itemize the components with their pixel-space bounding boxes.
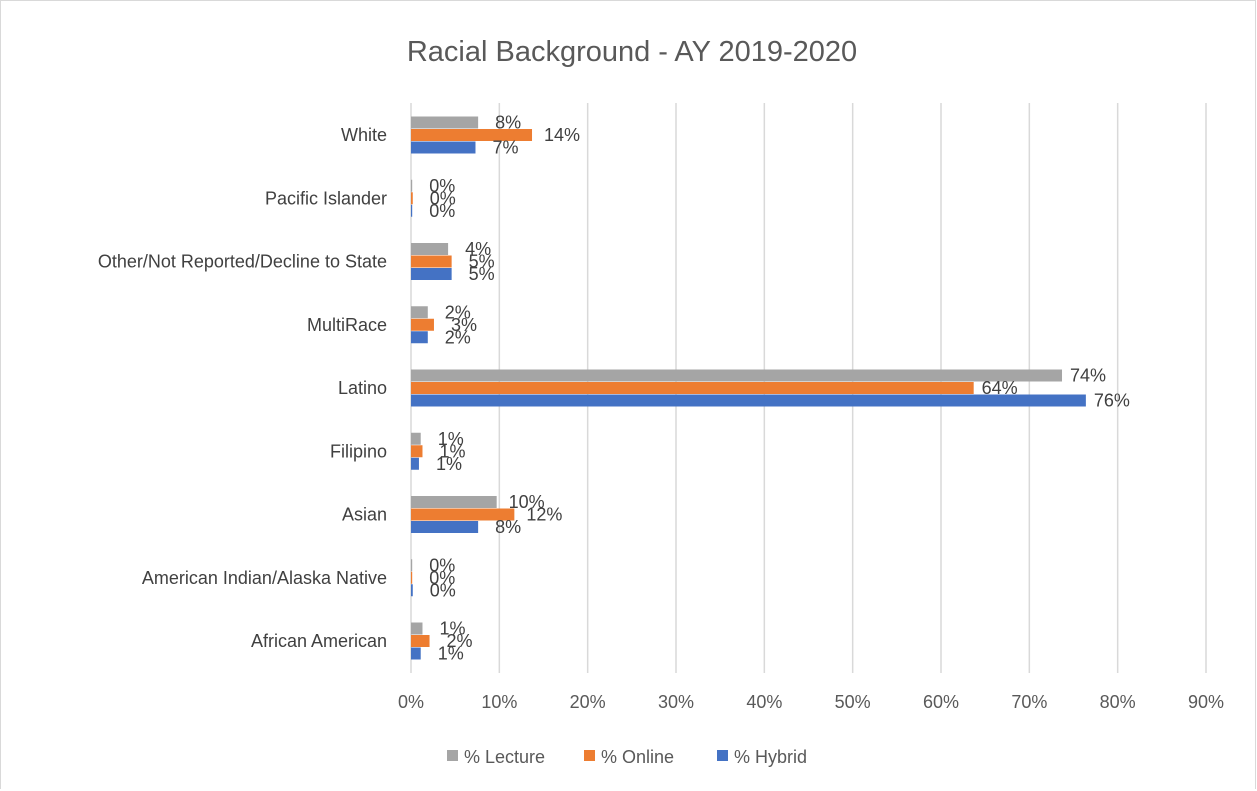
data-label-lecture-other-not-reported-decline-to-state: 4% [465, 239, 491, 259]
x-tick-label-20: 20% [570, 692, 606, 712]
data-label-lecture-filipino: 1% [438, 429, 464, 449]
bar-online-filipino [411, 445, 423, 458]
data-label-online-african-american: 2% [447, 631, 473, 651]
data-label-lecture-african-american: 1% [439, 619, 465, 639]
bar-lecture-multirace [411, 306, 428, 319]
data-label-hybrid-american-indian-alaska-native: 0% [430, 580, 456, 600]
bar-online-asian [411, 508, 515, 521]
data-label-lecture-latino: 74% [1070, 366, 1106, 386]
legend: % Lecture % Online % Hybrid [447, 747, 807, 767]
bar-hybrid-american-indian-alaska-native [411, 584, 413, 597]
chart-title: Racial Background - AY 2019-2020 [407, 36, 857, 68]
bar-online-white [411, 129, 533, 141]
x-tick-label-40: 40% [746, 692, 782, 712]
bar-hybrid-white [411, 141, 476, 154]
data-label-hybrid-other-not-reported-decline-to-state: 5% [469, 264, 495, 284]
data-label-lecture-multirace: 2% [445, 302, 471, 322]
bar-lecture-other-not-reported-decline-to-state [411, 243, 449, 255]
legend-label-hybrid: % Hybrid [734, 747, 807, 767]
category-label-filipino: Filipino [330, 441, 387, 461]
legend-label-online: % Online [601, 747, 674, 767]
bar-lecture-filipino [411, 432, 421, 445]
data-label-lecture-white: 8% [495, 113, 521, 133]
data-label-online-pacific-islander: 0% [430, 188, 456, 208]
x-tick-label-70: 70% [1011, 692, 1047, 712]
category-label-pacific-islander: Pacific Islander [265, 188, 387, 208]
bars [411, 116, 1086, 660]
x-axis-ticks: 0% 10% 20% 30% 40% 50% 60% 70% 80% 90% [398, 692, 1224, 712]
bar-lecture-african-american [411, 622, 423, 635]
category-label-american-indian-alaska-native: American Indian/Alaska Native [142, 568, 387, 588]
bar-online-multirace [411, 318, 434, 331]
bar-online-latino [411, 382, 974, 394]
bar-online-african-american [411, 635, 430, 647]
bar-hybrid-african-american [411, 647, 421, 660]
data-label-online-white: 14% [544, 125, 580, 145]
data-label-online-multirace: 3% [451, 315, 477, 335]
category-label-african-american: African American [251, 631, 387, 651]
x-tick-label-80: 80% [1100, 692, 1136, 712]
category-label-white: White [341, 125, 387, 145]
data-label-online-filipino: 1% [439, 441, 465, 461]
legend-swatch-hybrid [717, 750, 728, 761]
data-label-lecture-asian: 10% [509, 492, 545, 512]
category-label-other-not-reported-decline-to-state: Other/Not Reported/Decline to State [98, 252, 387, 272]
bar-hybrid-pacific-islander [411, 204, 413, 217]
data-label-hybrid-african-american: 1% [438, 644, 464, 664]
bar-hybrid-asian [411, 521, 479, 533]
data-label-lecture-pacific-islander: 0% [429, 176, 455, 196]
bar-online-other-not-reported-decline-to-state [411, 255, 452, 268]
x-tick-label-60: 60% [923, 692, 959, 712]
x-tick-label-10: 10% [481, 692, 517, 712]
data-label-hybrid-latino: 76% [1094, 391, 1130, 411]
category-labels: White Pacific Islander Other/Not Reported/… [98, 125, 387, 651]
bar-hybrid-other-not-reported-decline-to-state [411, 268, 452, 280]
bar-lecture-white [411, 116, 479, 129]
bar-lecture-american-indian-alaska-native [411, 559, 413, 572]
bar-hybrid-multirace [411, 331, 428, 344]
data-label-hybrid-multirace: 2% [445, 327, 471, 347]
x-tick-label-90: 90% [1188, 692, 1224, 712]
data-label-hybrid-filipino: 1% [436, 454, 462, 474]
category-label-asian: Asian [342, 505, 387, 525]
legend-label-lecture: % Lecture [464, 747, 545, 767]
bar-hybrid-latino [411, 394, 1086, 407]
bar-hybrid-filipino [411, 457, 419, 470]
bar-lecture-pacific-islander [411, 179, 413, 192]
x-tick-label-50: 50% [835, 692, 871, 712]
data-label-lecture-american-indian-alaska-native: 0% [429, 555, 455, 575]
legend-swatch-online [584, 750, 595, 761]
category-label-latino: Latino [338, 378, 387, 398]
data-labels: 8%14%7%0%0%0%4%5%5%2%3%2%74%64%76%1%1%1%… [429, 113, 1130, 664]
bar-online-pacific-islander [411, 192, 413, 205]
data-label-online-asian: 12% [526, 505, 562, 525]
data-label-online-latino: 64% [982, 378, 1018, 398]
data-label-hybrid-pacific-islander: 0% [429, 201, 455, 221]
bar-lecture-latino [411, 369, 1063, 382]
x-tick-label-0: 0% [398, 692, 424, 712]
bar-lecture-asian [411, 496, 497, 508]
x-tick-label-30: 30% [658, 692, 694, 712]
data-label-online-other-not-reported-decline-to-state: 5% [469, 252, 495, 272]
data-label-online-american-indian-alaska-native: 0% [429, 568, 455, 588]
category-label-multirace: MultiRace [307, 315, 387, 335]
data-label-hybrid-white: 7% [492, 138, 518, 158]
legend-swatch-lecture [447, 750, 458, 761]
bar-online-american-indian-alaska-native [411, 571, 413, 584]
data-label-hybrid-asian: 8% [495, 517, 521, 537]
